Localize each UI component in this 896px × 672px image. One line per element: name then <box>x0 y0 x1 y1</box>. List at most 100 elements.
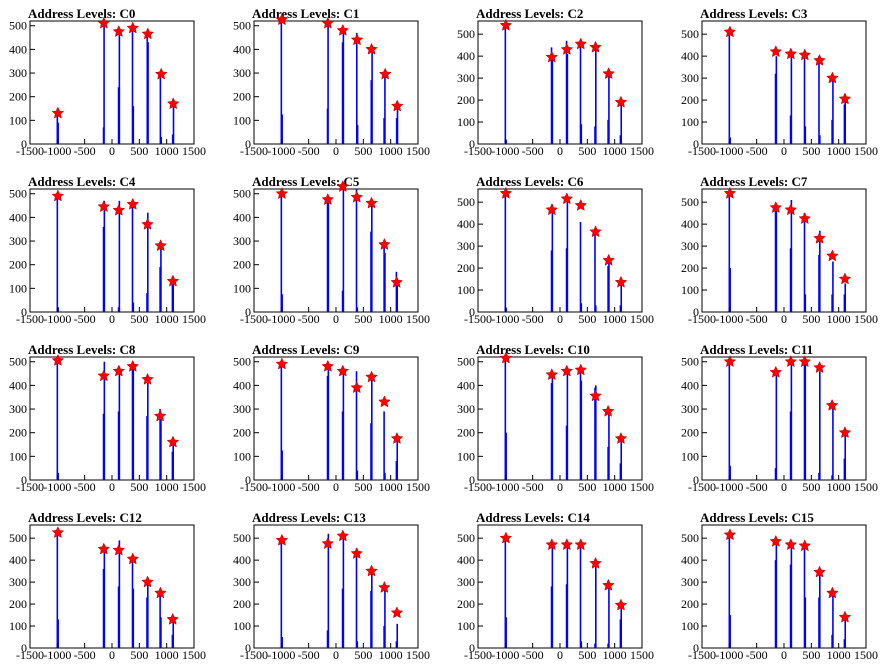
y-tick-label: 100 <box>457 449 475 463</box>
chart-panel-12: Address Levels: C12 0 100 200 300 400 500 -1500… <box>9 510 206 662</box>
y-tick-label: 200 <box>457 597 475 611</box>
peak-marker <box>321 193 335 206</box>
plot-frame <box>477 356 643 481</box>
peak-marker <box>126 552 140 565</box>
x-tick-label: -1500 <box>464 144 492 158</box>
y-tick-label: 200 <box>9 597 27 611</box>
chart-title: Address Levels: C14 <box>476 510 590 525</box>
y-tick-label: 500 <box>9 355 27 369</box>
peak-marker <box>560 192 574 205</box>
y-tick-label: 400 <box>9 553 27 567</box>
y-tick-label: 500 <box>9 19 27 33</box>
x-tick-label: 0 <box>333 312 339 326</box>
x-tick-label: 500 <box>130 144 148 158</box>
x-tick-label: 1500 <box>406 144 430 158</box>
x-tick-label: 1000 <box>155 480 179 494</box>
plot-frame <box>29 188 195 313</box>
peak-marker <box>784 203 798 216</box>
y-tick-label: 200 <box>233 258 251 272</box>
peak-marker <box>112 25 126 38</box>
x-tick-label: 1500 <box>182 144 206 158</box>
y-tick-label: 200 <box>233 90 251 104</box>
peak-marker <box>97 200 111 213</box>
peak-marker <box>838 92 852 105</box>
peak-marker <box>141 217 154 230</box>
y-tick-label: 400 <box>681 217 699 231</box>
peak-marker <box>614 431 628 444</box>
peak-marker <box>545 368 559 381</box>
y-tick-label: 200 <box>681 93 699 107</box>
x-tick-label: 1500 <box>854 648 878 662</box>
x-tick-label: 500 <box>354 648 372 662</box>
peak-marker <box>378 580 391 593</box>
x-tick-label: 0 <box>781 480 787 494</box>
x-tick-label: -1000 <box>491 480 519 494</box>
x-tick-label: -500 <box>298 312 320 326</box>
peak-marker <box>126 359 140 372</box>
peak-marker <box>560 538 574 551</box>
chart-panel-7: Address Levels: C70100200300400500-1500-… <box>681 174 878 326</box>
peak-marker <box>813 565 826 578</box>
peak-marker <box>390 606 404 619</box>
y-tick-label: 200 <box>9 426 27 440</box>
y-tick-label: 200 <box>233 597 251 611</box>
peak-marker <box>499 18 513 31</box>
x-tick-label: -1500 <box>16 312 44 326</box>
y-tick-label: 300 <box>233 402 251 416</box>
x-tick-label: 500 <box>578 648 596 662</box>
x-tick-label: 1500 <box>854 480 878 494</box>
peak-marker <box>350 381 364 394</box>
chart-panel-2: Address Levels: C20100200300400500-1500-… <box>457 6 654 158</box>
y-tick-label: 300 <box>681 575 699 589</box>
x-tick-label: 1500 <box>182 312 206 326</box>
x-tick-label: 1500 <box>854 144 878 158</box>
x-tick-label: 1000 <box>155 144 179 158</box>
peak-marker <box>336 180 350 192</box>
x-tick-label: -500 <box>522 480 544 494</box>
y-tick-label: 300 <box>681 402 699 416</box>
chart-panel-1: Address Levels: C10100200300400500-1500-… <box>233 6 430 158</box>
chart-title: Address Levels: C15 <box>700 510 814 525</box>
y-tick-label: 0 <box>693 641 699 655</box>
x-tick-label: 500 <box>578 144 596 158</box>
x-tick-label: 0 <box>109 648 115 662</box>
y-tick-label: 400 <box>457 217 475 231</box>
peak-marker <box>798 355 812 368</box>
peak-marker <box>275 13 289 26</box>
x-tick-label: 500 <box>578 480 596 494</box>
x-tick-label: 1000 <box>827 312 851 326</box>
y-tick-label: 100 <box>233 113 251 127</box>
peak-marker <box>97 542 111 555</box>
peak-marker <box>589 40 602 53</box>
x-tick-label: -500 <box>74 312 96 326</box>
y-tick-label: 300 <box>681 239 699 253</box>
x-tick-label: -1500 <box>16 144 44 158</box>
y-tick-label: 500 <box>457 355 475 369</box>
x-tick-label: 1000 <box>155 312 179 326</box>
chart-panel-14: Address Levels: C14 0 100 200 300 400 500 -1500… <box>457 510 654 662</box>
x-tick-label: 1500 <box>630 312 654 326</box>
x-tick-label: -1000 <box>43 480 71 494</box>
peak-marker <box>838 610 852 623</box>
x-tick-label: -1000 <box>267 312 295 326</box>
x-tick-label: 0 <box>557 480 563 494</box>
x-tick-label: -500 <box>746 312 768 326</box>
chart-panel-5: Address Levels: C50100200300400500-1500-… <box>233 174 430 326</box>
x-tick-label: 0 <box>781 648 787 662</box>
y-tick-label: 0 <box>245 305 251 319</box>
x-tick-label: -1000 <box>715 144 743 158</box>
peak-marker <box>336 529 350 542</box>
y-tick-label: 300 <box>233 575 251 589</box>
peak-marker <box>826 71 839 84</box>
y-tick-label: 0 <box>21 305 27 319</box>
y-tick-label: 500 <box>233 531 251 545</box>
x-tick-label: 0 <box>333 648 339 662</box>
chart-panel-0: Address Levels: C00100200300400500-1500-… <box>9 6 206 158</box>
chart-title: Address Levels: C13 <box>252 510 366 525</box>
peak-marker <box>826 586 839 599</box>
peak-marker <box>112 364 126 377</box>
chart-title: Address Levels: C0 <box>28 6 135 21</box>
y-tick-label: 500 <box>9 187 27 201</box>
x-tick-label: -1000 <box>715 312 743 326</box>
peak-marker <box>560 364 574 377</box>
